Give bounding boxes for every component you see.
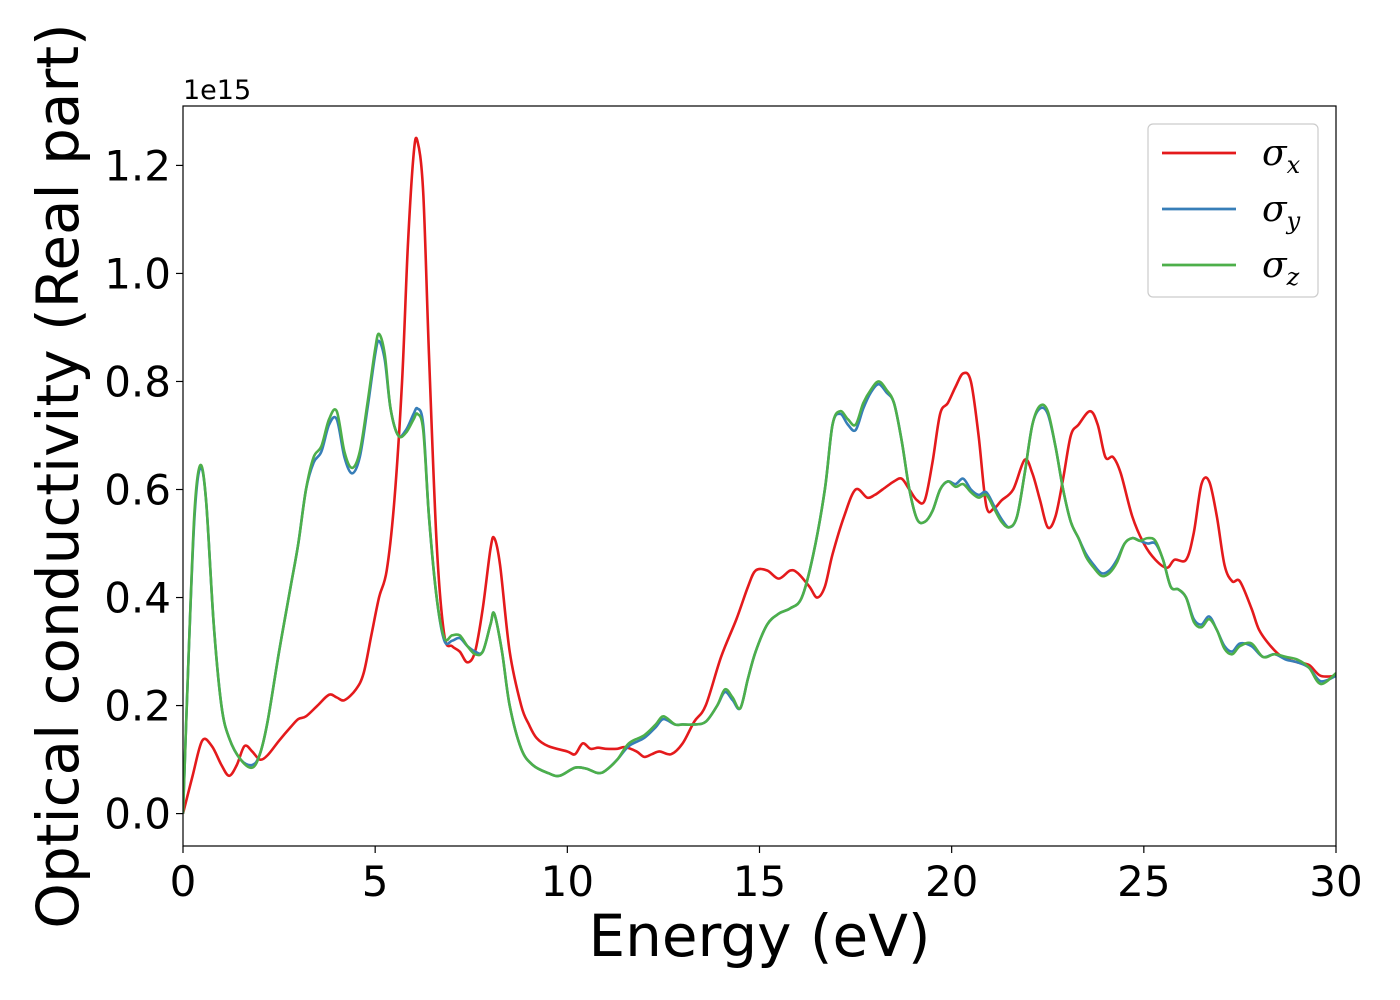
- legend: σx σy σz: [1147, 123, 1319, 298]
- series-layer: [183, 136, 1336, 814]
- legend-label-sigma-x: σx: [1262, 133, 1301, 179]
- x-axis: 0 5 10 15 20 25 30: [170, 846, 1363, 906]
- legend-frame: [1147, 123, 1319, 298]
- y-tick-label: 0.8: [104, 357, 171, 406]
- series-line-sigma-x: [183, 136, 1336, 814]
- y-tick-label: 0.2: [104, 682, 171, 731]
- y-offset-text: 1e15: [183, 75, 251, 106]
- series-line-sigma-z: [183, 332, 1336, 814]
- legend-label-sigma-z: σz: [1262, 245, 1300, 291]
- series-line-sigma-y: [183, 339, 1336, 814]
- x-tick-label: 20: [925, 857, 978, 906]
- y-tick-label: 0.0: [104, 790, 171, 839]
- x-tick-label: 5: [362, 857, 389, 906]
- y-tick-label: 0.6: [104, 466, 171, 515]
- x-tick-label: 30: [1309, 857, 1362, 906]
- x-tick-label: 0: [170, 857, 197, 906]
- y-axis-label: Optical conductivity (Real part): [24, 23, 92, 928]
- x-tick-label: 25: [1117, 857, 1170, 906]
- legend-label-sigma-y: σy: [1262, 189, 1301, 235]
- x-axis-label: Energy (eV): [588, 902, 930, 970]
- y-tick-label: 1.0: [104, 249, 171, 298]
- y-tick-label: 1.2: [104, 141, 171, 190]
- y-axis: 0.0 0.2 0.4 0.6 0.8 1.0 1.2: [104, 141, 183, 839]
- y-tick-label: 0.4: [104, 574, 171, 623]
- x-tick-label: 15: [733, 857, 786, 906]
- x-tick-label: 10: [541, 857, 594, 906]
